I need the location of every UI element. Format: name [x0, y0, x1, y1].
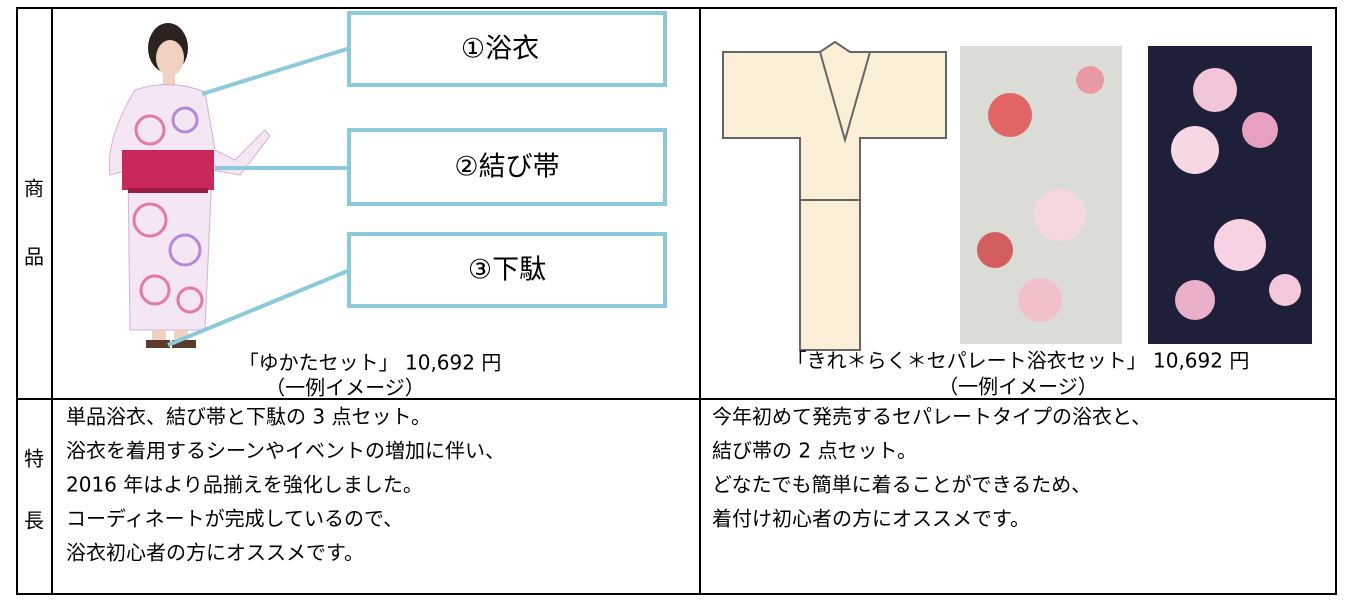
features: 単品浴衣、結び帯と下駄の 3 点セット。浴衣を着用するシーンやイベントの増加に伴…	[66, 405, 1151, 565]
row-header: 特	[24, 447, 44, 471]
callout-boxes	[347, 11, 667, 308]
row-header: 商	[24, 177, 44, 201]
product-caption: 「きれ＊らく＊セパレート浴衣セット」 10,692 円	[787, 349, 1250, 373]
callout-connectors	[167, 46, 351, 347]
product-caption: 「ゆかたセット」 10,692 円	[239, 351, 502, 375]
fabric-light-image	[960, 46, 1122, 344]
row-header: 品	[24, 245, 44, 269]
callout-label: ③下駄	[468, 255, 546, 286]
feature-line: 今年初めて発売するセパレートタイプの浴衣と、	[712, 405, 1151, 429]
feature-line: 単品浴衣、結び帯と下駄の 3 点セット。	[66, 405, 431, 429]
table-grid	[16, 7, 1337, 595]
callout-label: ①浴衣	[461, 34, 539, 65]
feature-line: 結び帯の 2 点セット。	[712, 439, 917, 463]
feature-line: コーディネートが完成しているので、	[66, 507, 403, 531]
product-caption-note: （一例イメージ）	[265, 376, 425, 400]
product-caption-note: （一例イメージ）	[938, 375, 1098, 399]
callout-label: ②結び帯	[454, 152, 559, 183]
feature-line: 2016 年はより品揃えを強化しました。	[66, 473, 423, 497]
feature-line: 浴衣を着用するシーンやイベントの増加に伴い、	[66, 439, 505, 463]
yukata-model-image	[108, 23, 271, 348]
feature-line: どなたでも簡単に着ることができるため、	[712, 473, 1091, 497]
row-header: 長	[24, 509, 44, 533]
separate-yukata-image	[722, 40, 947, 351]
feature-line: 着付け初心者の方にオススメです。	[712, 507, 1030, 531]
fabric-dark-image	[1148, 46, 1312, 344]
feature-line: 浴衣初心者の方にオススメです。	[66, 541, 364, 565]
